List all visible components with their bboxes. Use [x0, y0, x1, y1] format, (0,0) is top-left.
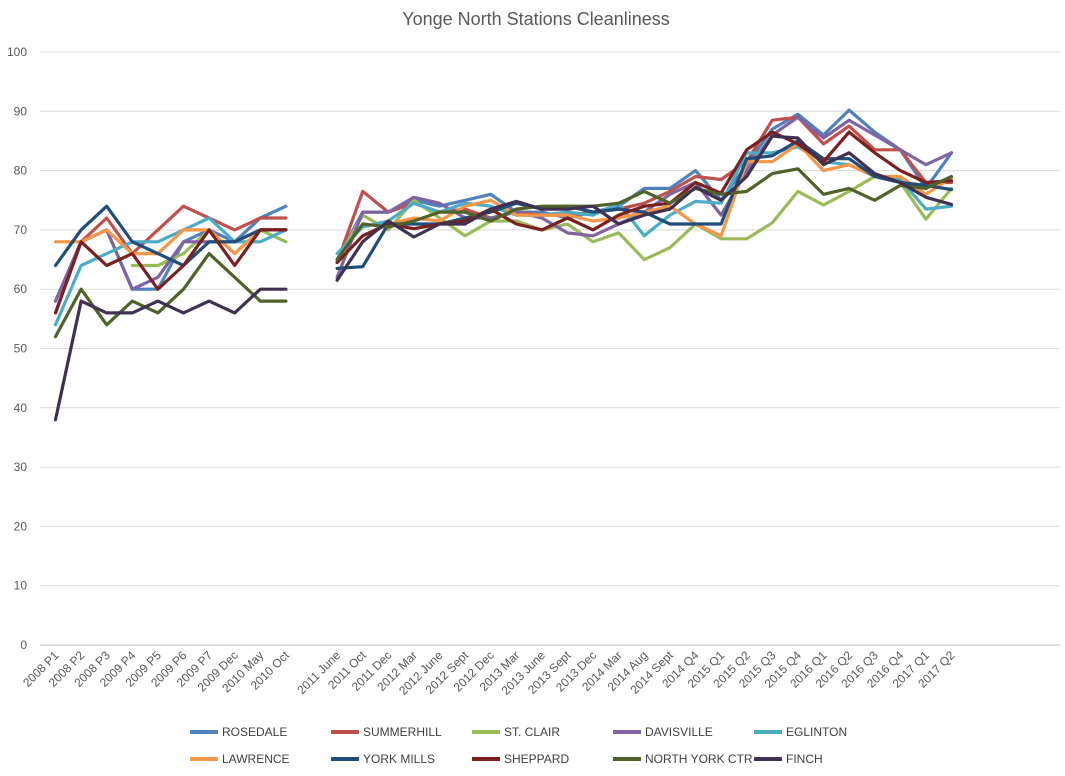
legend-item: ROSEDALE: [190, 725, 287, 739]
y-tick-label: 0: [20, 638, 27, 652]
legend-item: NORTH YORK CTR: [613, 752, 753, 766]
chart-title: Yonge North Stations Cleanliness: [402, 9, 670, 29]
legend-item: LAWRENCE: [190, 752, 290, 766]
y-tick-label: 50: [14, 342, 28, 356]
legend-label: NORTH YORK CTR: [645, 752, 753, 766]
legend-item: FINCH: [754, 752, 823, 766]
y-tick-label: 20: [14, 519, 28, 533]
series-line: [335, 134, 954, 282]
y-axis: 0 10 20 30 40 50 60 70 80 90 100: [7, 45, 27, 652]
y-tick-label: 60: [14, 282, 28, 296]
legend-item: SHEPPARD: [472, 752, 569, 766]
series-line: [53, 287, 288, 422]
legend-label: SHEPPARD: [504, 752, 569, 766]
legend-label: EGLINTON: [786, 725, 847, 739]
legend-item: ST. CLAIR: [472, 725, 560, 739]
series-eglinton: [53, 145, 954, 327]
legend-item: EGLINTON: [754, 725, 847, 739]
legend-label: ST. CLAIR: [504, 725, 560, 739]
y-tick-label: 30: [14, 460, 28, 474]
legend-item: YORK MILLS: [331, 752, 435, 766]
legend-label: DAVISVILLE: [645, 725, 713, 739]
legend-item: SUMMERHILL: [331, 725, 442, 739]
legend-label: FINCH: [786, 752, 823, 766]
series-line: [335, 108, 954, 262]
series-line: [335, 167, 954, 262]
y-tick-label: 10: [14, 579, 28, 593]
series-line: [53, 228, 288, 315]
series-line: [53, 228, 288, 256]
y-tick-label: 100: [7, 45, 27, 59]
y-tick-label: 80: [14, 164, 28, 178]
series-line: [335, 130, 954, 265]
legend: ROSEDALE SUMMERHILL ST. CLAIR DAVISVILLE EGL…: [190, 725, 847, 766]
series-line: [53, 204, 288, 315]
legend-label: LAWRENCE: [222, 752, 290, 766]
y-tick-label: 70: [14, 223, 28, 237]
legend-label: YORK MILLS: [363, 752, 435, 766]
legend-item: DAVISVILLE: [613, 725, 713, 739]
series-finch: [53, 134, 954, 422]
legend-label: ROSEDALE: [222, 725, 287, 739]
y-tick-label: 40: [14, 401, 28, 415]
gridlines: [40, 51, 1060, 646]
series-line: [130, 228, 288, 268]
legend-label: SUMMERHILL: [363, 725, 442, 739]
series-line: [335, 174, 954, 262]
series-line: [53, 204, 288, 268]
y-tick-label: 90: [14, 104, 28, 118]
series-lines: [53, 108, 954, 422]
